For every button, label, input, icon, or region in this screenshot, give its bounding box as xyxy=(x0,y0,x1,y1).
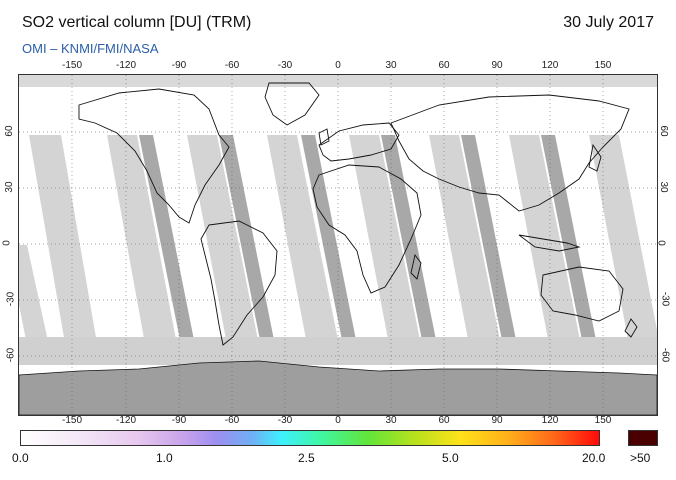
south-america-outline xyxy=(200,220,278,346)
lon-tick-top: -120 xyxy=(115,60,137,71)
swath-layer-dark xyxy=(139,135,597,345)
lon-tick-bottom: -30 xyxy=(277,415,293,426)
lon-tick-bottom: 60 xyxy=(438,415,450,426)
madagascar-outline xyxy=(410,253,422,280)
lon-tick-bottom: 30 xyxy=(385,415,397,426)
lat-tick-left: 60 xyxy=(4,125,16,137)
lat-tick-left: -30 xyxy=(5,291,17,307)
map-canvas xyxy=(19,75,657,415)
colorbar-label: 0.0 xyxy=(12,451,29,465)
map-date: 30 July 2017 xyxy=(563,14,654,31)
colorbar-gradient xyxy=(20,430,600,446)
lat-tick-right: 60 xyxy=(658,125,670,137)
lon-tick-top: -150 xyxy=(61,60,83,71)
indonesia-outline xyxy=(518,234,581,252)
lon-tick-bottom: 120 xyxy=(541,415,559,426)
coastlines xyxy=(78,82,638,346)
lon-tick-bottom: 90 xyxy=(491,415,503,426)
lat-tick-right: -60 xyxy=(659,347,671,363)
lon-tick-bottom: 0 xyxy=(335,415,341,426)
lon-tick-top: -30 xyxy=(277,60,293,71)
lon-tick-top: 120 xyxy=(541,60,559,71)
new-zealand-outline xyxy=(624,318,638,338)
colorbar-label: 2.5 xyxy=(298,451,315,465)
arctic-band xyxy=(19,75,657,87)
greenland-outline xyxy=(264,82,320,126)
asia-outline xyxy=(390,94,630,212)
lon-tick-top: -60 xyxy=(224,60,240,71)
swath-layer-light xyxy=(19,135,657,355)
lon-tick-top: 30 xyxy=(385,60,397,71)
uk-outline xyxy=(318,128,330,146)
lon-tick-bottom: -120 xyxy=(115,415,137,426)
lon-tick-bottom: -60 xyxy=(224,415,240,426)
lat-tick-right: 30 xyxy=(658,181,670,193)
lon-tick-top: 60 xyxy=(438,60,450,71)
overflow-swatch xyxy=(628,430,658,446)
lon-tick-bottom: -90 xyxy=(171,415,187,426)
europe-outline xyxy=(318,122,400,162)
world-map xyxy=(18,74,658,416)
colorbar-label: 5.0 xyxy=(442,451,459,465)
credit-line: OMI – KNMI/FMI/NASA xyxy=(22,41,159,56)
graticule xyxy=(19,75,657,415)
lon-tick-top: 150 xyxy=(594,60,612,71)
africa-outline xyxy=(312,164,422,294)
lat-tick-left: 0 xyxy=(1,240,13,246)
colorbar-label: 20.0 xyxy=(582,451,606,465)
lat-tick-right: -30 xyxy=(659,291,671,307)
lon-tick-bottom: 150 xyxy=(594,415,612,426)
lon-tick-top: 90 xyxy=(491,60,503,71)
lon-tick-top: -90 xyxy=(171,60,187,71)
japan-outline xyxy=(588,143,602,172)
colorbar-overflow-label: >50 xyxy=(630,451,651,465)
australia-outline xyxy=(540,266,624,322)
lon-tick-bottom: -150 xyxy=(61,415,83,426)
lon-tick-top: 0 xyxy=(335,60,341,71)
north-america-outline xyxy=(78,88,230,224)
map-title: SO2 vertical column [DU] (TRM) xyxy=(22,14,252,31)
lat-tick-left: -60 xyxy=(5,347,17,363)
lat-tick-left: 30 xyxy=(4,181,16,193)
colorbar-label: 1.0 xyxy=(156,451,173,465)
